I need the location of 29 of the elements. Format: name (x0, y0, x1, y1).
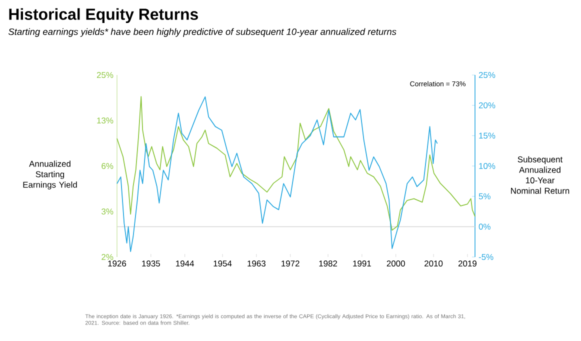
x-tick-label: 2000 (386, 260, 405, 267)
x-tick-label: 1935 (142, 260, 160, 267)
line-series (116, 96, 476, 231)
y2-tick-label: 15% (479, 132, 496, 139)
line-series (116, 96, 438, 252)
x-tick-label: 2019 (458, 260, 476, 267)
y2-tick-label: 20% (478, 102, 496, 108)
y2-tick-label: 5% (478, 193, 490, 200)
y-tick-label: 3% (102, 208, 114, 214)
x-tick-label: 1944 (176, 260, 194, 267)
y-tick-label: 2% (102, 254, 114, 260)
y2-tick-label: 10% (479, 163, 496, 169)
x-tick-label: 1926 (108, 260, 126, 267)
x-tick-label: 1954 (214, 260, 232, 267)
y-tick-label: 6% (102, 163, 114, 169)
chart-title: Historical Equity Returns (9, 8, 198, 24)
y-tick-label: 13% (97, 118, 114, 124)
y2-tick-label: 0% (478, 224, 490, 230)
y2-axis-title: Subsequent Annualized 10-Year Nominal Return (511, 156, 570, 194)
x-tick-label: 1991 (353, 260, 371, 267)
x-tick-label: 2010 (424, 260, 443, 267)
y-axis-title: Annualized Starting Earnings Yield (23, 160, 77, 190)
y2-tick-label: 25% (478, 72, 496, 78)
x-tick-label: 1982 (319, 260, 338, 267)
x-tick-label: 1972 (282, 260, 300, 267)
x-tick-label: 1963 (248, 260, 266, 267)
chart-subtitle: Starting earnings yields* have been highly predictive of subsequent 10-year annualized returns (8, 28, 396, 37)
y2-tick-label: -5% (478, 254, 494, 260)
y-tick-label: 25% (96, 72, 114, 78)
